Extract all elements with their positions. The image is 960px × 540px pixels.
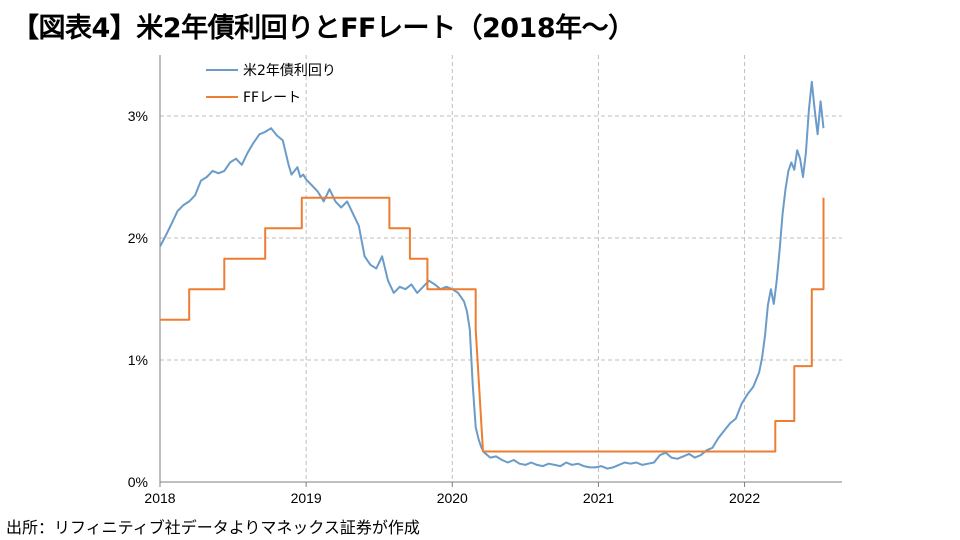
legend-label: FFレート bbox=[243, 90, 301, 106]
x-tick-label: 2018 bbox=[144, 490, 175, 506]
y-tick-label: 1% bbox=[128, 352, 148, 368]
legend: 米2年債利回り FFレート bbox=[206, 63, 336, 106]
x-tick-labels: 2018 2019 2020 2021 2022 bbox=[144, 490, 760, 506]
x-tick-label: 2020 bbox=[437, 490, 468, 506]
axes bbox=[159, 55, 842, 487]
chart-title: 【図表4】米2年債利回りとFFレート（2018年～） bbox=[12, 13, 635, 44]
y-tick-label: 3% bbox=[128, 108, 148, 124]
x-tick-label: 2021 bbox=[583, 490, 614, 506]
series-lines bbox=[159, 80, 825, 470]
y-tick-labels: 0% 1% 2% 3% bbox=[128, 108, 148, 490]
x-tick-label: 2022 bbox=[729, 490, 760, 506]
series-line-ff-rate bbox=[160, 196, 825, 453]
y-tick-label: 2% bbox=[128, 230, 148, 246]
series-line-us2y bbox=[159, 80, 825, 470]
x-tick-label: 2019 bbox=[291, 490, 322, 506]
source-note: 出所：リフィニティブ社データよりマネックス証券が作成 bbox=[6, 518, 420, 537]
grid-lines bbox=[160, 55, 842, 482]
y-tick-label: 0% bbox=[128, 474, 148, 490]
legend-label: 米2年債利回り bbox=[243, 63, 336, 79]
